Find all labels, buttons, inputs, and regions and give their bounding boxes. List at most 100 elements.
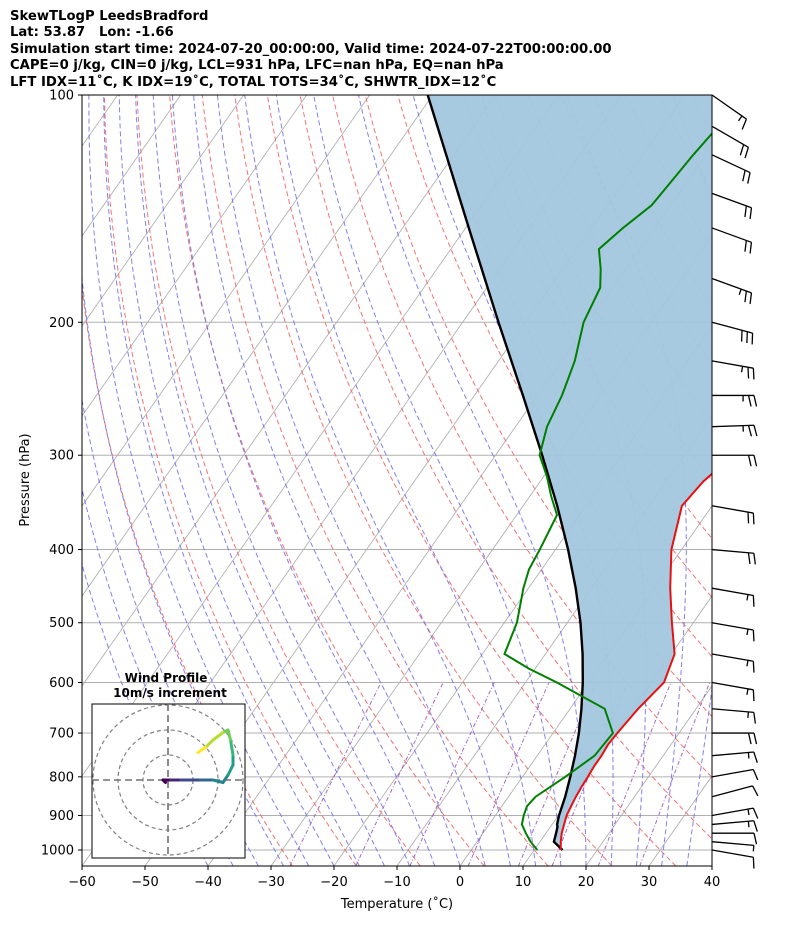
- wind-barb-shaft: [711, 849, 754, 858]
- hodograph-segment: [221, 773, 230, 784]
- x-tick-label: 30: [641, 875, 658, 890]
- wind-barb: [711, 622, 755, 642]
- isotherm-line: [711, 865, 712, 866]
- wind-barb-flag: [751, 785, 759, 797]
- x-tick-label: 40: [704, 875, 721, 890]
- header-times: Simulation start time: 2024-07-20_00:00:…: [10, 41, 612, 57]
- wind-barb-flag: [752, 513, 755, 525]
- wind-barb-shaft: [711, 653, 754, 662]
- wind-barb-half-flag: [737, 115, 743, 122]
- wind-barb-shaft: [711, 768, 754, 778]
- wind-barb-flag: [753, 732, 758, 745]
- x-tick-label: −20: [320, 875, 347, 890]
- moist-adiabat: [275, 95, 537, 866]
- mixing-ratio-line: [639, 682, 711, 866]
- wind-barb-half-flag: [747, 821, 750, 828]
- dry-adiabat: [136, 95, 421, 866]
- wind-barb-flag: [752, 857, 755, 869]
- x-axis-label: Temperature (˚C): [340, 896, 453, 912]
- wind-barb-flag: [747, 512, 750, 524]
- dewpoint-line: [503, 131, 712, 851]
- y-tick-label: 300: [49, 449, 74, 464]
- header-title: SkewTLogP LeedsBradford: [10, 9, 209, 24]
- wind-barb-flag: [753, 833, 758, 845]
- wind-barb: [711, 94, 748, 130]
- wind-barb-shaft: [711, 154, 751, 174]
- hodograph-segment: [226, 728, 232, 742]
- wind-barb-flag: [747, 455, 752, 467]
- moist-adiabat: [171, 95, 436, 866]
- mixing-ratio-line: [409, 682, 495, 866]
- moist-adiabat: [135, 95, 385, 866]
- wind-barb-flag: [747, 395, 752, 407]
- wind-barb-flag: [752, 661, 755, 673]
- isotherm-line: [459, 505, 712, 866]
- wind-barb-flag: [744, 205, 747, 218]
- header-location: Lat: 53.87 Lon: -1.66: [10, 25, 174, 41]
- wind-barb-shaft: [711, 820, 754, 826]
- wind-barb-half-flag: [752, 845, 755, 852]
- wind-barb-shaft: [711, 807, 754, 817]
- isotherm-line: [82, 95, 245, 327]
- wind-barb-flag: [742, 170, 746, 182]
- mixing-ratio-line: [597, 682, 672, 866]
- wind-barb-flag: [752, 368, 755, 380]
- wind-barb-shaft: [711, 227, 752, 243]
- hodograph-segment: [211, 778, 225, 784]
- isotherm-line: [82, 95, 308, 417]
- moist-adiabat: [244, 95, 511, 866]
- wind-barb-shaft: [711, 587, 754, 597]
- wind-barb-half-flag: [738, 288, 742, 295]
- wind-barb-flag: [752, 595, 755, 607]
- axes: −60 −50 −40 −30 −20 −10 0 10 20 30 40 1000 900 800 700…: [41, 89, 720, 891]
- x-tick-label: 0: [456, 875, 464, 890]
- moist-adiabat: [118, 95, 360, 866]
- wind-barb-flag: [744, 290, 747, 303]
- dry-adiabat: [266, 95, 677, 866]
- moist-adiabat: [103, 95, 335, 866]
- wind-barb-flag: [749, 242, 753, 254]
- wind-barb: [711, 820, 758, 832]
- wind-barb: [712, 832, 758, 845]
- wind-barb: [711, 505, 755, 525]
- y-tick-label: 500: [49, 616, 74, 631]
- wind-barb: [711, 807, 759, 819]
- wind-barb: [711, 548, 757, 565]
- moist-adiabat: [88, 95, 310, 866]
- hodograph-title: Wind Profile: [125, 671, 208, 685]
- y-tick-label: 200: [49, 316, 74, 331]
- wind-barb-flag: [747, 367, 750, 379]
- y-tick-label: 600: [49, 676, 74, 691]
- wind-barb: [711, 424, 758, 437]
- wind-barb-flag: [747, 732, 752, 745]
- wind-barb-shaft: [711, 125, 749, 148]
- wind-barb-shaft: [711, 841, 754, 847]
- wind-barb-shaft: [711, 681, 754, 691]
- wind-barb-half-flag: [747, 752, 750, 759]
- y-tick-label: 800: [49, 770, 74, 785]
- moist-adiabat: [193, 95, 461, 866]
- dry-adiabat: [299, 95, 712, 840]
- wind-barb: [711, 125, 749, 159]
- wind-barb: [711, 321, 754, 345]
- wind-barb: [711, 227, 753, 254]
- wind-barb: [712, 454, 758, 467]
- x-tick-label: 20: [578, 875, 595, 890]
- mixing-ratio-line: [289, 682, 382, 866]
- moist-adiabat: [82, 397, 259, 866]
- moist-adiabat: [711, 862, 712, 866]
- hodograph-plot: [92, 704, 245, 858]
- wind-barb-flag: [753, 820, 758, 832]
- wind-barb-flag: [739, 144, 745, 156]
- wind-barb: [711, 192, 753, 220]
- y-tick-label: 900: [49, 809, 74, 824]
- isotherm-line: [270, 235, 712, 866]
- wind-barb-half-flag: [747, 711, 750, 718]
- temperature-line: [559, 472, 712, 851]
- wind-barb-shaft: [711, 785, 753, 798]
- y-axis-label: Pressure (hPa): [18, 433, 33, 526]
- isotherm-line: [585, 685, 712, 866]
- hodograph-segment: [196, 746, 207, 754]
- wind-barb-shaft: [711, 192, 752, 209]
